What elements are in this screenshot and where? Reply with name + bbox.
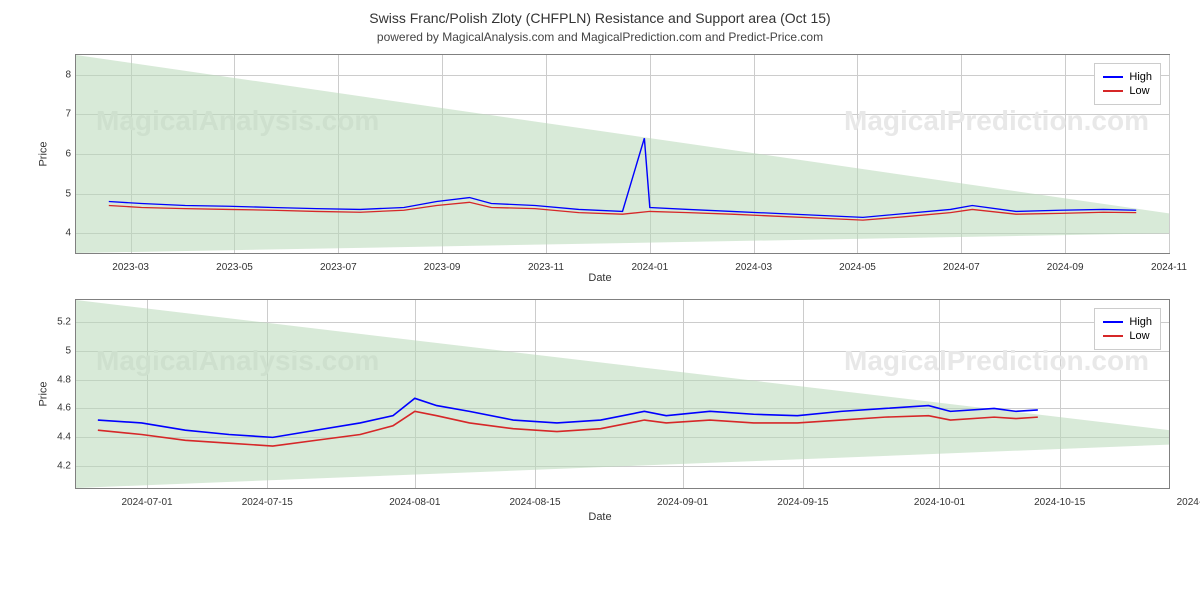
legend-label-low: Low [1129, 85, 1149, 97]
legend-item-high: High [1103, 71, 1152, 83]
chart-container: Swiss Franc/Polish Zloty (CHFPLN) Resist… [0, 0, 1200, 600]
xtick-label: 2024-09-01 [657, 497, 708, 508]
bottom-xlabel: Date [20, 511, 1180, 523]
top-legend: High Low [1094, 63, 1161, 105]
xtick-label: 2024-10-15 [1034, 497, 1085, 508]
legend-swatch-high [1103, 321, 1123, 323]
xtick-label: 2023-07 [320, 262, 357, 273]
legend-swatch-low [1103, 335, 1123, 337]
bottom-plot-area: Price MagicalAnalysis.com MagicalPredict… [75, 299, 1170, 489]
xtick-label: 2024-08-15 [509, 497, 560, 508]
ytick-label: 8 [41, 69, 71, 80]
legend-swatch-low [1103, 90, 1123, 92]
bottom-svg [76, 300, 1169, 488]
support-cone [76, 300, 1169, 488]
gridline-v [1169, 55, 1170, 253]
chart-title: Swiss Franc/Polish Zloty (CHFPLN) Resist… [20, 10, 1180, 26]
xtick-label: 2023-09 [424, 262, 461, 273]
xtick-label: 2023-03 [112, 262, 149, 273]
xtick-label: 2024-05 [839, 262, 876, 273]
ytick-label: 4.6 [41, 403, 71, 414]
ytick-label: 6 [41, 149, 71, 160]
xtick-label: 2024-07-15 [242, 497, 293, 508]
ytick-label: 5 [41, 188, 71, 199]
xtick-label: 2024-03 [735, 262, 772, 273]
xtick-label: 2024-11 [1151, 262, 1187, 273]
top-plot-area: Price MagicalAnalysis.com MagicalPredict… [75, 54, 1170, 254]
ytick-label: 4.8 [41, 374, 71, 385]
ytick-label: 4 [41, 228, 71, 239]
xtick-label: 2024-07-01 [121, 497, 172, 508]
xtick-label: 2024-09-15 [777, 497, 828, 508]
ytick-label: 5.2 [41, 316, 71, 327]
legend-swatch-high [1103, 76, 1123, 78]
xtick-label: 2023-05 [216, 262, 253, 273]
ytick-label: 5 [41, 345, 71, 356]
xtick-label: 2024-08-01 [389, 497, 440, 508]
legend-label-high: High [1129, 71, 1152, 83]
xtick-label: 2024-01 [631, 262, 668, 273]
ytick-label: 4.2 [41, 461, 71, 472]
xtick-label: 2024-09 [1047, 262, 1084, 273]
top-xlabel: Date [20, 272, 1180, 284]
legend-label-high-2: High [1129, 316, 1152, 328]
xtick-label: 2024-11-01 [1177, 497, 1200, 508]
ytick-label: 7 [41, 109, 71, 120]
chart-subtitle: powered by MagicalAnalysis.com and Magic… [20, 30, 1180, 44]
legend-item-low-2: Low [1103, 330, 1152, 342]
xtick-label: 2024-07 [943, 262, 980, 273]
legend-label-low-2: Low [1129, 330, 1149, 342]
bottom-legend: High Low [1094, 308, 1161, 350]
xtick-label: 2023-11 [528, 262, 564, 273]
support-cone [76, 55, 1169, 253]
top-svg [76, 55, 1169, 253]
xtick-label: 2024-10-01 [914, 497, 965, 508]
ytick-label: 4.4 [41, 432, 71, 443]
legend-item-low: Low [1103, 85, 1152, 97]
legend-item-high-2: High [1103, 316, 1152, 328]
